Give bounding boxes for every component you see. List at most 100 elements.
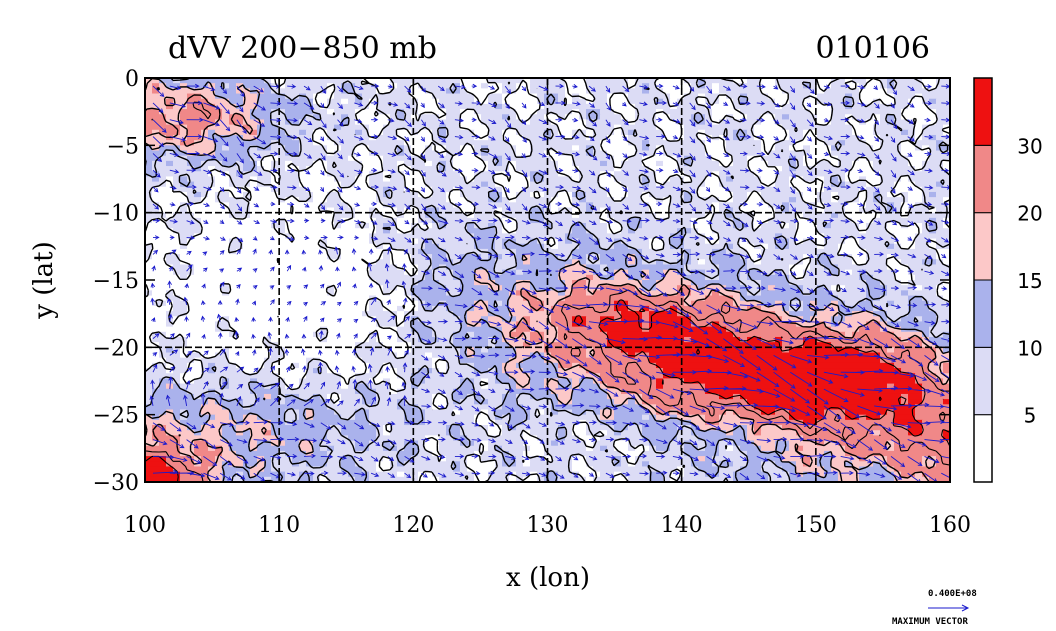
field-cell — [691, 202, 699, 209]
field-cell — [376, 160, 384, 167]
field-cell — [565, 212, 573, 219]
field-cell — [495, 295, 503, 302]
field-cell — [327, 186, 335, 193]
field-cell — [376, 83, 384, 89]
field-cell — [299, 295, 307, 302]
field-cell — [306, 274, 314, 281]
field-cell — [432, 259, 440, 266]
field-cell — [859, 88, 867, 95]
field-cell — [915, 191, 923, 198]
field-cell — [873, 98, 881, 105]
field-cell — [838, 155, 846, 162]
field-cell — [600, 78, 608, 84]
field-cell — [509, 78, 517, 84]
field-cell — [516, 202, 524, 209]
field-cell — [649, 124, 657, 131]
field-cell — [236, 114, 244, 121]
field-cell — [243, 114, 251, 121]
field-cell — [537, 259, 545, 266]
field-cell — [663, 114, 671, 121]
field-cell — [537, 228, 545, 234]
field-cell — [201, 166, 209, 172]
field-cell — [782, 109, 790, 115]
field-cell — [481, 150, 489, 157]
field-cell — [390, 274, 398, 281]
field-cell — [236, 109, 244, 115]
field-cell — [726, 134, 734, 141]
field-cell — [341, 285, 349, 291]
field-cell — [502, 274, 510, 281]
field-cell — [712, 217, 720, 224]
field-cell — [656, 181, 664, 188]
field-cell — [432, 78, 440, 84]
field-cell — [852, 160, 860, 167]
field-cell — [145, 83, 153, 89]
field-cell — [691, 186, 699, 193]
field-cell — [222, 93, 230, 100]
field-cell — [719, 109, 727, 115]
field-cell — [376, 103, 384, 110]
field-cell — [432, 176, 440, 183]
field-cell — [537, 119, 545, 126]
field-cell — [404, 254, 412, 260]
field-cell — [292, 269, 300, 276]
field-cell — [516, 191, 524, 198]
field-cell — [887, 280, 895, 286]
field-cell — [222, 186, 230, 193]
field-cell — [873, 160, 881, 167]
field-cell — [922, 212, 930, 219]
field-cell — [929, 103, 937, 110]
field-cell — [355, 124, 363, 131]
field-cell — [929, 202, 937, 209]
field-cell — [257, 243, 265, 250]
field-cell — [873, 103, 881, 110]
field-cell — [859, 207, 867, 214]
field-cell — [327, 114, 335, 121]
field-cell — [614, 103, 622, 110]
field-cell — [229, 93, 237, 100]
field-cell — [747, 78, 755, 84]
field-cell — [572, 145, 580, 152]
field-cell — [614, 109, 622, 115]
field-cell — [530, 259, 538, 266]
field-cell — [579, 212, 587, 219]
field-cell — [684, 109, 692, 115]
field-cell — [600, 160, 608, 167]
field-cell — [222, 98, 230, 105]
field-cell — [369, 109, 377, 115]
field-cell — [222, 155, 230, 162]
field-cell — [929, 88, 937, 95]
field-cell — [390, 155, 398, 162]
field-cell — [782, 103, 790, 110]
field-cell — [537, 274, 545, 281]
field-cell — [614, 93, 622, 100]
field-cell — [292, 259, 300, 266]
field-cell — [572, 114, 580, 121]
field-cell — [691, 160, 699, 167]
field-cell — [838, 197, 846, 203]
field-cell — [159, 248, 167, 255]
field-cell — [173, 124, 181, 131]
field-cell — [201, 109, 209, 115]
field-cell — [943, 166, 950, 172]
field-cell — [670, 181, 678, 188]
field-cell — [845, 166, 853, 172]
field-cell — [551, 176, 559, 183]
field-cell — [929, 78, 937, 84]
field-cell — [327, 134, 335, 141]
field-cell — [614, 166, 622, 172]
field-cell — [635, 114, 643, 121]
field-cell — [852, 295, 860, 302]
field-cell — [502, 233, 510, 240]
field-cell — [754, 171, 762, 178]
field-cell — [222, 295, 230, 302]
field-cell — [796, 150, 804, 157]
field-cell — [516, 233, 524, 240]
field-cell — [775, 176, 783, 183]
field-cell — [355, 212, 363, 219]
field-cell — [719, 264, 727, 271]
field-cell — [663, 254, 671, 260]
field-cell — [635, 83, 643, 89]
field-cell — [453, 212, 461, 219]
field-cell — [901, 114, 909, 121]
